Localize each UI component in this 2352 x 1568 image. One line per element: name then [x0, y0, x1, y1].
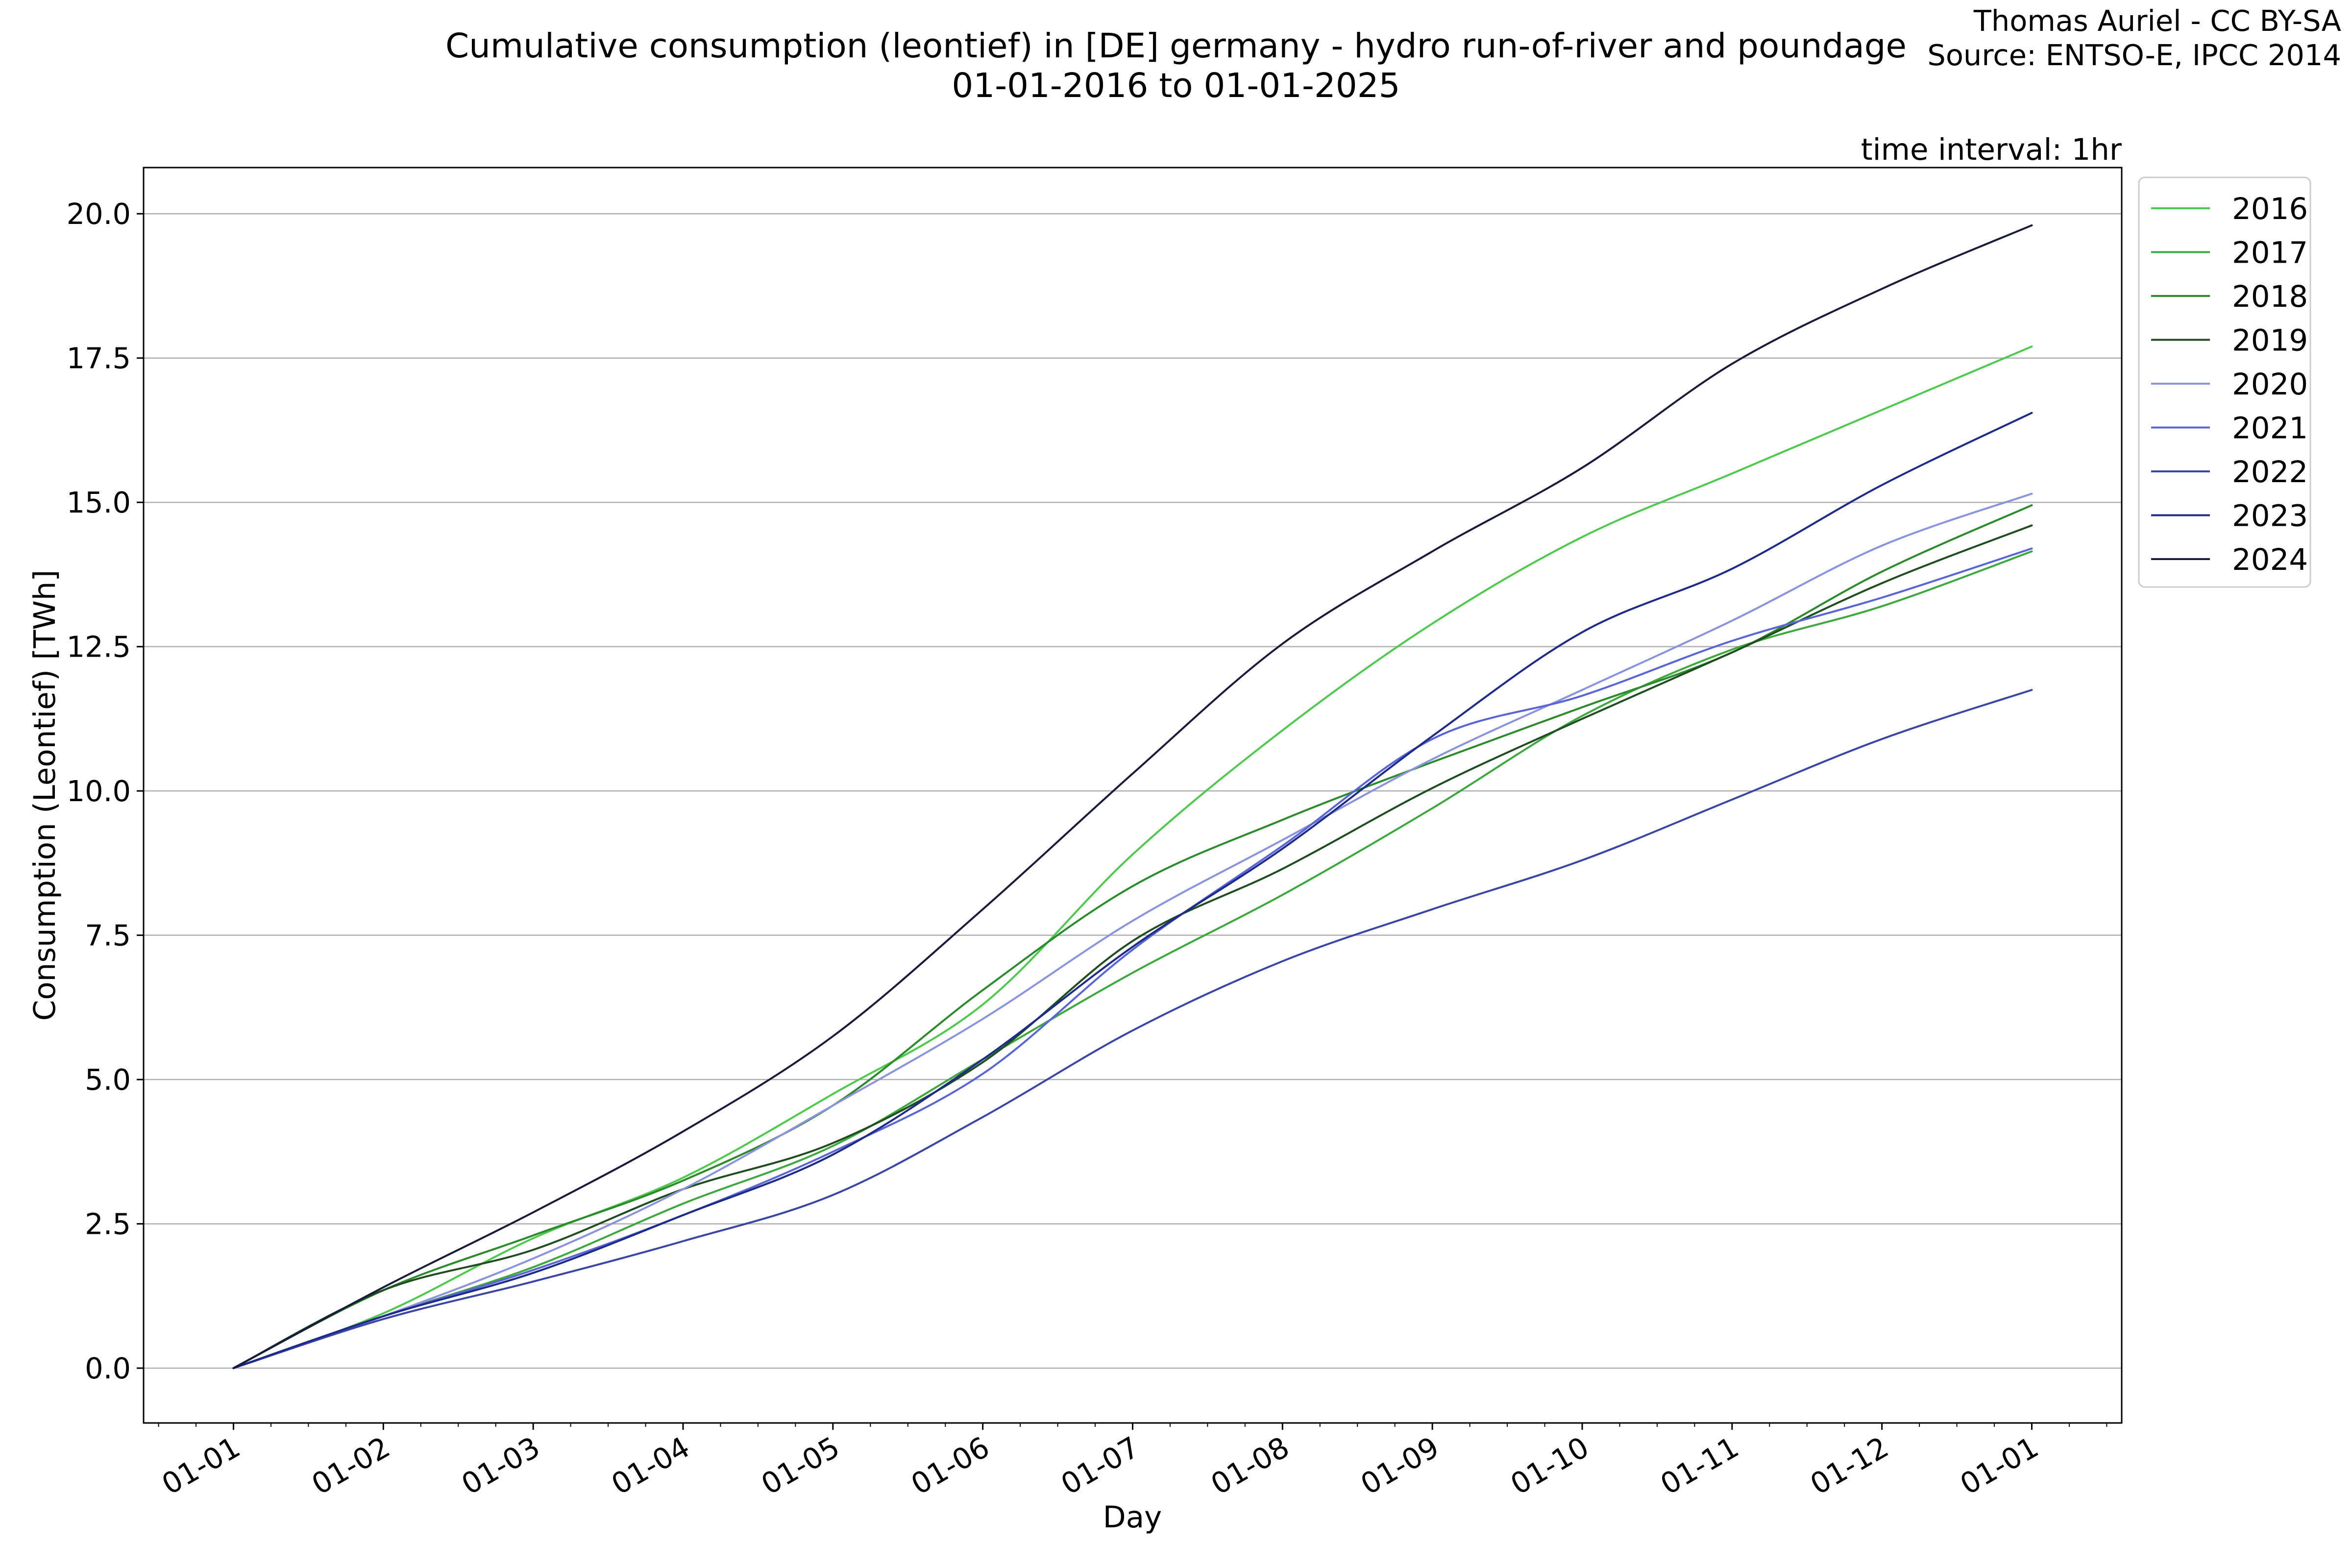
x-tick-label: 01-10 [1505, 1430, 1594, 1501]
legend-label-2023: 2023 [2232, 499, 2308, 534]
series-line-2016 [232, 345, 2033, 1370]
x-tick-label: 01-01 [156, 1430, 246, 1501]
x-tick-label: 01-04 [606, 1430, 695, 1501]
y-tick-label: 15.0 [67, 486, 131, 519]
x-tick-label: 01-12 [1805, 1430, 1894, 1501]
series-line-2023 [232, 412, 2033, 1370]
x-tick-label: 01-11 [1655, 1430, 1744, 1501]
series-line-2021 [232, 547, 2033, 1370]
legend-box [2138, 176, 2311, 588]
y-tick-label: 0.0 [85, 1351, 131, 1385]
x-axis-label: Day [1103, 1500, 1162, 1535]
y-axis: 0.0 2.5 5.0 7.5 10.0 12.5 15.0 17.5 20.0 [67, 197, 144, 1385]
x-tick-label: 01-03 [456, 1430, 545, 1501]
x-tick-label: 01-08 [1205, 1430, 1295, 1501]
series-line-2020 [232, 492, 2033, 1370]
y-tick-label: 7.5 [85, 919, 131, 953]
x-tick-label: 01-05 [756, 1430, 845, 1501]
series-line-2017 [232, 550, 2033, 1370]
legend-label-2021: 2021 [2232, 411, 2308, 446]
author-credit: Thomas Auriel - CC BY-SA [1973, 4, 2341, 38]
x-tick-label: 01-06 [906, 1430, 995, 1501]
series-line-2018 [232, 504, 2033, 1370]
x-axis: 01-01 01-02 01-03 01-04 01-05 01-06 01-07 01-08… [156, 1423, 2107, 1501]
gridlines [144, 213, 2122, 1369]
y-tick-label: 5.0 [85, 1063, 131, 1097]
series-line-2022 [232, 689, 2033, 1370]
y-tick-label: 10.0 [67, 774, 131, 808]
legend-label-2022: 2022 [2232, 455, 2308, 490]
legend-label-2016: 2016 [2232, 192, 2308, 226]
legend-label-2020: 2020 [2232, 367, 2308, 402]
y-tick-label: 12.5 [67, 630, 131, 664]
time-interval-note: time interval: 1hr [1861, 132, 2122, 167]
legend-label-2024: 2024 [2232, 542, 2308, 577]
x-tick-label: 01-07 [1055, 1430, 1145, 1501]
x-tick-label: 01-09 [1355, 1430, 1445, 1501]
series-line-2019 [232, 524, 2033, 1370]
legend: 2016 2017 2018 2019 2020 2021 2022 2023 2024 [2138, 176, 2311, 588]
plot-frame [143, 167, 2123, 1424]
legend-label-2019: 2019 [2232, 323, 2308, 358]
x-tick-label: 01-01 [1955, 1430, 2044, 1501]
y-tick-label: 2.5 [85, 1207, 131, 1241]
y-tick-label: 17.5 [67, 342, 131, 375]
source-credit: Source: ENTSO-E, IPCC 2014 [1927, 38, 2341, 72]
series-lines [232, 224, 2033, 1370]
series-line-2024 [232, 224, 2033, 1370]
y-tick-label: 20.0 [67, 197, 131, 231]
chart-subtitle: 01-01-2016 to 01-01-2025 [952, 66, 1400, 105]
legend-label-2018: 2018 [2232, 279, 2308, 314]
y-axis-label: Consumption (Leontief) [TWh] [27, 570, 62, 1021]
chart-title: Cumulative consumption (leontief) in [DE… [445, 26, 1907, 66]
legend-label-2017: 2017 [2232, 236, 2308, 270]
x-tick-label: 01-02 [306, 1430, 395, 1501]
